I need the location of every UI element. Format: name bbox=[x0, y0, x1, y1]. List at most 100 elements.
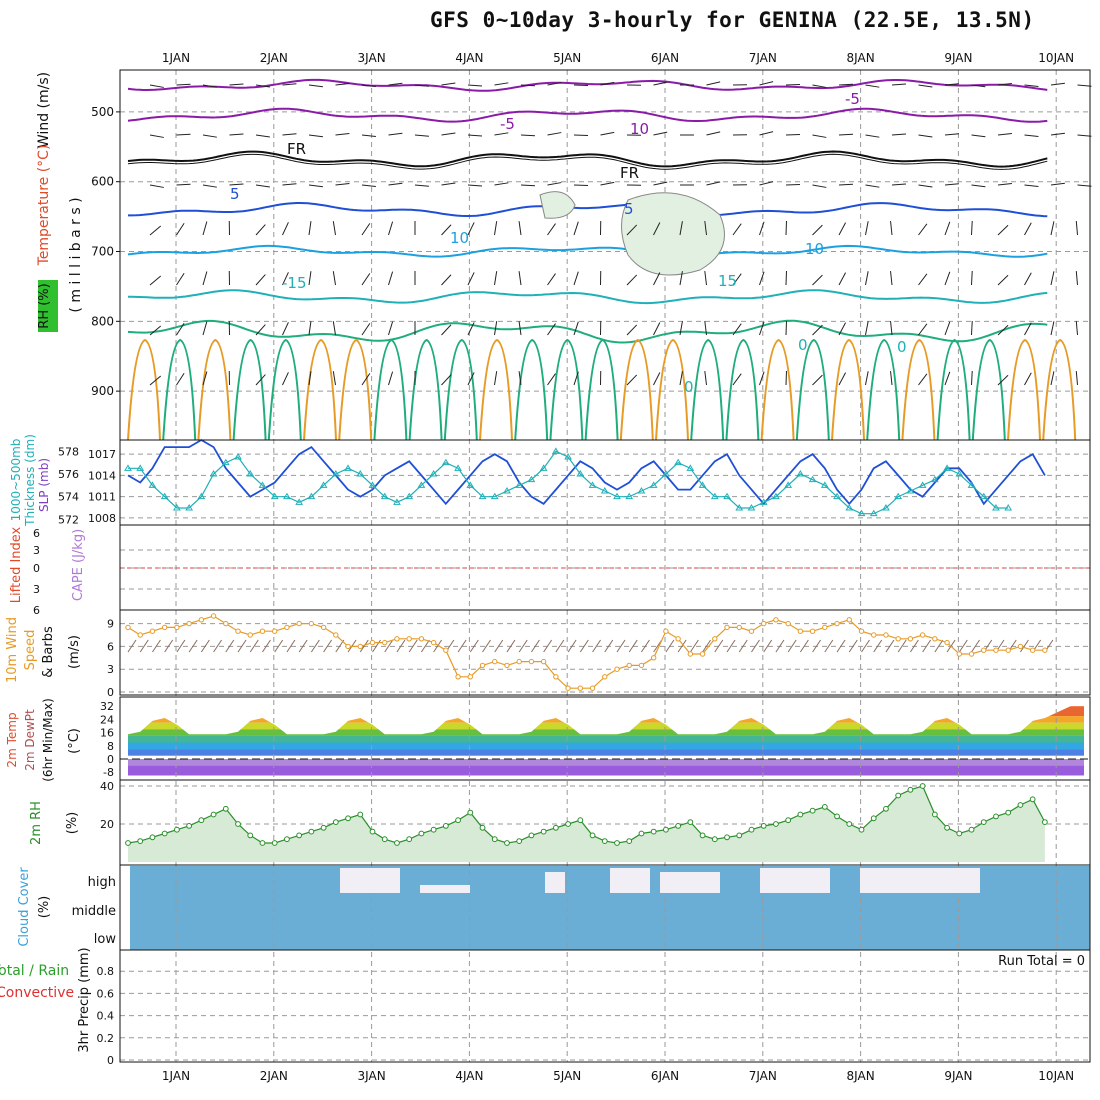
wind10-point bbox=[614, 666, 620, 672]
wind10-point bbox=[1017, 643, 1024, 650]
temp-tick-label: 16 bbox=[100, 727, 114, 740]
wind-barb bbox=[1050, 182, 1065, 186]
rh-point bbox=[504, 840, 510, 846]
wind-barb bbox=[441, 82, 456, 86]
rh-point bbox=[993, 813, 999, 820]
wind-barb bbox=[653, 322, 661, 336]
wind-barb bbox=[679, 221, 683, 236]
slp-tick-label: 1008 bbox=[88, 512, 116, 525]
wind10-barb bbox=[824, 639, 834, 653]
rh-point bbox=[870, 815, 877, 822]
wind-barb bbox=[600, 81, 615, 86]
rh-point bbox=[161, 830, 168, 837]
rh-point bbox=[259, 840, 266, 846]
wind10-barb bbox=[592, 639, 601, 653]
thickness-point bbox=[845, 504, 854, 511]
wind10-point bbox=[455, 674, 461, 680]
rh-point bbox=[198, 817, 205, 824]
wind-barb bbox=[838, 83, 854, 86]
rh-point bbox=[968, 826, 975, 833]
wind10-point bbox=[589, 685, 596, 691]
wind-barb bbox=[704, 321, 707, 336]
wind-barb bbox=[759, 271, 765, 286]
wind-barb bbox=[891, 183, 907, 186]
bottom-day-label: 6JAN bbox=[651, 1069, 679, 1083]
thickness-point bbox=[295, 498, 304, 505]
wind10-barb bbox=[641, 639, 650, 653]
rh-point bbox=[394, 840, 400, 846]
wind-barb bbox=[653, 81, 668, 86]
wind10-point bbox=[956, 651, 962, 657]
wind-barb bbox=[388, 321, 394, 336]
wind-barb bbox=[653, 181, 668, 186]
thickness-point bbox=[136, 464, 145, 471]
rh-point bbox=[357, 811, 364, 818]
wind-barb bbox=[176, 222, 185, 236]
wind-barb bbox=[997, 324, 1009, 336]
wind10-point bbox=[565, 685, 571, 691]
cloud-clear-gap bbox=[610, 868, 650, 893]
wind10-barb bbox=[482, 639, 491, 653]
wind-barb bbox=[1024, 322, 1032, 336]
wind-barb bbox=[176, 83, 191, 86]
thickness-point bbox=[796, 470, 805, 477]
temp-color-band bbox=[128, 759, 1084, 766]
cloud-clear-gap bbox=[340, 868, 400, 893]
wind-barb bbox=[997, 274, 1009, 286]
wind-barb bbox=[176, 133, 191, 136]
wind10-barb bbox=[885, 639, 895, 653]
rh2m-label: 2m RH bbox=[29, 801, 44, 845]
rh-point bbox=[821, 804, 828, 810]
thickness-point bbox=[307, 492, 316, 500]
wind10-barb bbox=[408, 639, 418, 653]
wind-barb bbox=[282, 83, 297, 86]
wind-barb bbox=[547, 273, 556, 286]
wind10-point bbox=[443, 647, 449, 653]
wind-barb bbox=[202, 371, 208, 386]
wind10-point bbox=[308, 620, 315, 627]
wind10-point bbox=[418, 636, 425, 642]
boundary-layer-contour bbox=[338, 338, 373, 441]
wind-barb bbox=[388, 82, 403, 86]
thickness-point bbox=[331, 470, 340, 477]
contour-label: 10 bbox=[805, 240, 824, 258]
thickness-label: Thickness (dm) bbox=[23, 434, 37, 527]
wind-barb bbox=[891, 133, 907, 136]
temp-color-band bbox=[128, 735, 1084, 743]
wind-barb bbox=[1050, 221, 1055, 236]
wind10-barb bbox=[702, 639, 711, 653]
temp-tick-label: 24 bbox=[100, 713, 114, 726]
rh-point bbox=[773, 821, 779, 827]
thickness-point bbox=[283, 492, 291, 500]
wind-barb bbox=[282, 372, 289, 386]
wind10-point bbox=[137, 632, 143, 638]
wind10-barb bbox=[139, 639, 149, 653]
rh-point bbox=[308, 828, 315, 835]
slp-label: SLP (mb) bbox=[37, 458, 51, 512]
thickness-point bbox=[380, 492, 389, 500]
thickness-point bbox=[820, 481, 829, 488]
wind-barb bbox=[1024, 134, 1039, 137]
wind-barb bbox=[865, 321, 869, 336]
rh-point bbox=[149, 834, 156, 841]
wind-barb bbox=[388, 132, 403, 136]
wind10-barb bbox=[922, 639, 932, 653]
wind-barb bbox=[520, 84, 536, 87]
wind-barb bbox=[202, 221, 208, 236]
wind10-barb bbox=[555, 639, 565, 653]
wind-barb bbox=[704, 371, 707, 386]
rh-point bbox=[797, 811, 804, 818]
thickness-point bbox=[784, 481, 793, 488]
boundary-layer-contour bbox=[655, 338, 689, 441]
wind10-barb bbox=[934, 639, 944, 653]
wind-barb bbox=[997, 374, 1009, 386]
wind10-barb bbox=[237, 639, 247, 653]
wind10-point bbox=[467, 674, 473, 680]
thickness-point bbox=[857, 509, 866, 517]
precip-tick-label: 0.4 bbox=[97, 1010, 115, 1023]
wind-barb bbox=[1077, 184, 1092, 187]
wind-barb bbox=[494, 371, 498, 386]
cloud-cover-label: Cloud Cover bbox=[17, 867, 32, 947]
wind-barb bbox=[890, 321, 893, 336]
boundary-layer-contour bbox=[443, 338, 478, 441]
